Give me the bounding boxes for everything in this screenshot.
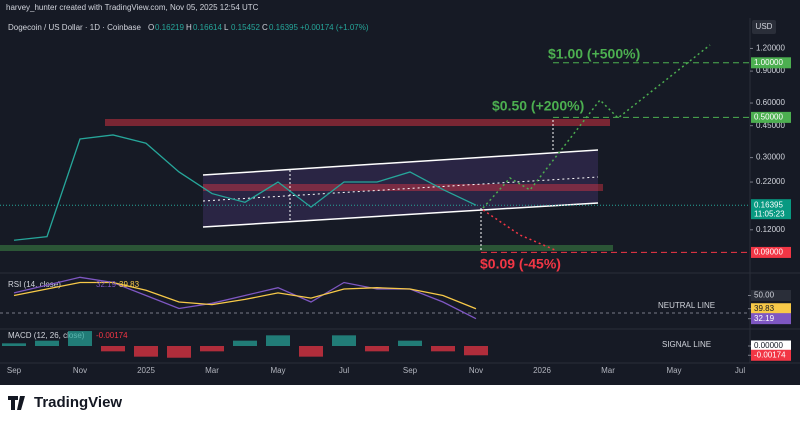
level-label-box	[751, 111, 791, 123]
x-tick-label: Jul	[735, 366, 745, 375]
price-box	[751, 199, 791, 220]
x-tick-label: May	[666, 366, 681, 375]
y-tick-label: 0.45000	[756, 121, 785, 130]
resistance-zone	[105, 119, 610, 126]
x-tick-label: Sep	[403, 366, 418, 375]
annotation: $0.09 (-45%)	[480, 256, 561, 272]
histogram-bar	[431, 346, 455, 352]
level-label: 0.50000	[754, 112, 783, 121]
support-zone	[0, 245, 613, 251]
y-tick-label: -0.00174	[754, 350, 786, 359]
y-tick-label: 0.22000	[756, 177, 785, 186]
ohlc-value: 0.16395	[269, 23, 298, 32]
rsi-title: RSI (14, close)	[8, 280, 61, 289]
y-tick-label: 0.60000	[756, 98, 785, 107]
ohlc: O 0.16219 H 0.16614 L 0.15452 C 0.16395 +0.00174…	[148, 23, 369, 32]
currency-box[interactable]	[752, 20, 776, 34]
symbol: Dogecoin / US Dollar · 1D · Coinbase	[8, 23, 141, 32]
credit: harvey_hunter created with TradingView.c…	[6, 3, 259, 12]
x-tick-label: Jul	[339, 366, 349, 375]
ohlc-value: 0.16219	[155, 23, 184, 32]
x-tick-label: 2026	[533, 366, 551, 375]
channel-bottom	[202, 202, 599, 228]
histogram-bar	[35, 340, 59, 346]
x-tick-label: Sep	[7, 366, 22, 375]
y-tick-label: 39.83	[754, 304, 775, 313]
rsi-value: 32.19	[96, 280, 117, 289]
bear-path	[482, 209, 556, 251]
series-line	[13, 134, 477, 241]
channel-mid	[202, 176, 599, 202]
y-tick-label-box	[751, 290, 791, 301]
last-price: 0.16395	[754, 200, 783, 209]
x-tick-label: Mar	[205, 366, 219, 375]
ohlc-value: 0.16614	[193, 23, 222, 32]
histogram-bar	[332, 335, 356, 346]
y-tick-label-box	[751, 340, 791, 352]
ohlc-label: C	[262, 23, 268, 32]
histogram-bar	[68, 331, 92, 346]
histogram-bar	[167, 346, 191, 358]
y-tick-label: 0.00000	[754, 341, 783, 350]
x-tick-label: Nov	[469, 366, 483, 375]
y-tick-label: 0.90000	[756, 66, 785, 75]
countdown: 11:05:23	[754, 209, 785, 218]
histogram-bar	[266, 335, 290, 346]
histogram-bar	[101, 346, 125, 352]
ohlc-label: H	[186, 23, 192, 32]
y-tick-label: 32.19	[754, 314, 775, 323]
footer	[0, 385, 800, 421]
rsi-ma-value: 39.83	[119, 280, 140, 289]
y-tick-label: 50.00	[754, 291, 775, 300]
x-tick-label: 2025	[137, 366, 155, 375]
level-label: 0.09000	[754, 248, 783, 257]
y-tick-label: 1.20000	[756, 44, 785, 53]
macd-title: MACD (12, 26, close)	[8, 331, 85, 340]
histogram-bar	[200, 346, 224, 352]
histogram-bar	[398, 340, 422, 346]
y-tick-label: 0.12000	[756, 225, 785, 234]
y-tick-label-box	[751, 349, 791, 361]
channel-top	[202, 149, 599, 176]
currency: USD	[756, 22, 773, 31]
y-tick-label-box	[751, 303, 791, 315]
bull-path	[482, 44, 711, 209]
histogram-bar	[365, 346, 389, 352]
level-label-box	[751, 246, 791, 258]
annotation: $1.00 (+500%)	[548, 46, 640, 62]
macd-value: -0.00174	[96, 331, 128, 340]
macd-note: SIGNAL LINE	[662, 340, 711, 349]
x-tick-label: Mar	[601, 366, 615, 375]
level-label: 1.00000	[754, 58, 783, 67]
y-tick-label: 0.30000	[756, 153, 785, 162]
histogram-bar	[233, 340, 257, 346]
logo	[8, 396, 25, 410]
background	[0, 0, 800, 385]
ohlc-label: L	[224, 23, 229, 32]
x-tick-label: Nov	[73, 366, 87, 375]
change: +0.00174 (+1.07%)	[300, 23, 369, 32]
mid-zone	[203, 184, 603, 191]
histogram-bar	[299, 346, 323, 357]
rsi-note: NEUTRAL LINE	[658, 301, 715, 310]
level-label-box	[751, 57, 791, 69]
histogram-bar	[464, 346, 488, 356]
histogram-bar	[2, 343, 26, 346]
x-tick-label: May	[270, 366, 285, 375]
histogram-bar	[134, 346, 158, 357]
brand: TradingView	[34, 394, 122, 411]
series-line	[13, 281, 477, 310]
ohlc-value: 0.15452	[231, 23, 260, 32]
annotation: $0.50 (+200%)	[492, 98, 584, 114]
y-tick-label-box	[751, 313, 791, 325]
drawings	[0, 44, 750, 314]
ohlc-label: O	[148, 23, 154, 32]
